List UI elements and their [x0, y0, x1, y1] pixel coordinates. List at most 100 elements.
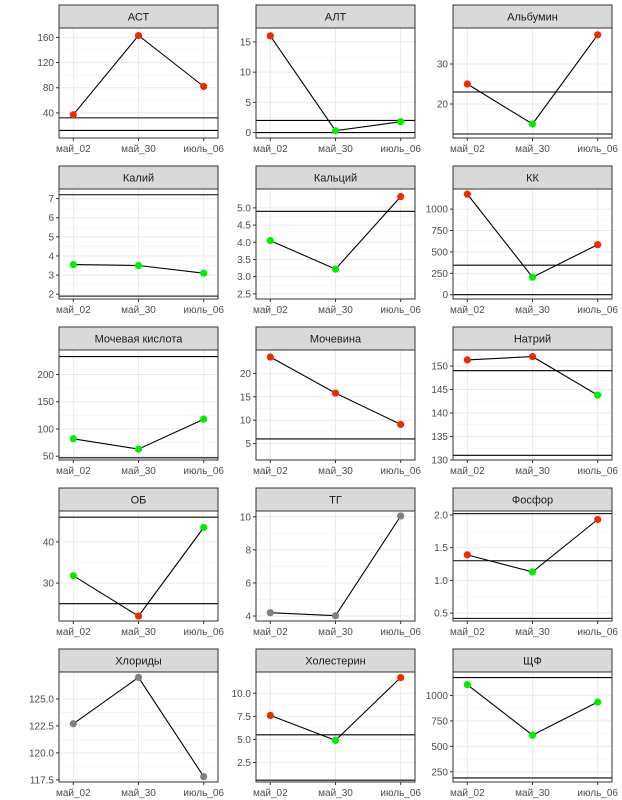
- y-tick-label: 2: [48, 290, 54, 301]
- data-point: [331, 127, 340, 135]
- x-tick-label: май_30: [121, 788, 156, 799]
- x-tick-label: май_02: [56, 466, 91, 477]
- data-point: [331, 389, 340, 397]
- y-tick-label: 117.5: [30, 775, 55, 786]
- x-tick-label: май_30: [121, 144, 156, 155]
- data-point: [594, 391, 602, 399]
- x-tick-label: июль_06: [380, 466, 421, 477]
- data-point: [594, 31, 602, 39]
- x-tick-label: июль_06: [577, 466, 618, 477]
- y-tick-label: 10: [240, 68, 252, 79]
- x-tick-label: май_02: [253, 627, 288, 638]
- y-tick-label: 5: [245, 439, 251, 450]
- y-tick-label: 30: [437, 60, 449, 71]
- y-tick-label: 120.0: [29, 748, 54, 759]
- data-point: [200, 523, 208, 532]
- y-tick-label: 4: [245, 612, 251, 623]
- data-point: [69, 720, 77, 728]
- data-point: [331, 265, 340, 273]
- data-point: [134, 261, 143, 270]
- facet-title: Мочевая кислота: [95, 334, 184, 346]
- y-tick-label: 15: [240, 392, 252, 403]
- y-tick-label: 122.5: [29, 721, 54, 732]
- y-tick-label: 8: [245, 545, 251, 556]
- y-tick-label: 7.5: [237, 712, 251, 723]
- y-tick-label: 10: [240, 416, 252, 427]
- y-tick-label: 120: [37, 58, 54, 69]
- x-tick-label: май_30: [121, 466, 156, 477]
- facet-panel: Фосфор 0.5 1.0 1.5 2.0 май_02 май_30 июль_06: [434, 487, 618, 638]
- y-tick-label: 135: [431, 432, 448, 443]
- panel-border: [452, 27, 613, 139]
- data-point: [463, 356, 471, 364]
- facet-panel: Мочевина 5 10 15 20 май_02 май_30 июль_06: [240, 326, 421, 477]
- x-tick-label: май_02: [253, 305, 288, 316]
- x-tick-label: май_02: [56, 788, 91, 799]
- data-point: [69, 435, 77, 443]
- y-tick-label: 3.5: [237, 255, 251, 266]
- facet-panel: Альбумин 20 30 май_02 май_30 июль_06: [437, 4, 618, 155]
- data-point: [528, 273, 537, 281]
- facet-panel: АЛТ 0 5 10 15 май_02 май_30 июль_06: [240, 4, 421, 155]
- y-tick-label: 4: [48, 251, 54, 262]
- data-point: [134, 673, 143, 681]
- data-point: [266, 32, 274, 40]
- data-point: [397, 512, 405, 520]
- facet-panel: Хлориды 117.5 120.0 122.5 125.0 май_02 май_30 и…: [29, 648, 224, 799]
- facet-title: Кальций: [314, 173, 357, 185]
- facet-panel: АСТ 40 80 120 160 май_02 май_30 июль_06: [37, 4, 224, 155]
- y-tick-label: 50: [43, 452, 55, 463]
- facet-title: Мочевина: [310, 334, 362, 346]
- x-tick-label: май_30: [121, 305, 156, 316]
- facet-title: Калий: [123, 173, 154, 185]
- panel-border: [452, 349, 613, 461]
- facet-panel: КК 0 250 500 750 1000 май_02 май_30 июль_06: [426, 165, 618, 316]
- data-point: [266, 609, 274, 617]
- x-tick-label: май_02: [450, 305, 485, 316]
- x-tick-label: июль_06: [577, 788, 618, 799]
- panel-border: [58, 349, 219, 461]
- panel-border: [255, 671, 416, 783]
- x-tick-label: май_02: [56, 305, 91, 316]
- data-point: [69, 260, 77, 269]
- y-tick-label: 5.0: [237, 735, 251, 746]
- x-tick-label: май_30: [515, 627, 550, 638]
- panel-border: [58, 510, 219, 622]
- y-tick-label: 750: [431, 716, 448, 727]
- x-tick-label: май_30: [318, 305, 353, 316]
- facet-title: ТГ: [329, 495, 342, 507]
- y-tick-label: 3.0: [237, 272, 251, 283]
- y-tick-label: 150: [431, 361, 448, 372]
- facet-title: ОБ: [131, 495, 147, 507]
- x-tick-label: май_02: [253, 788, 288, 799]
- x-tick-label: май_02: [450, 144, 485, 155]
- facet-panel: Калий 2 3 4 5 6 7 май_02 май_30 июль_06: [48, 165, 224, 316]
- x-tick-label: июль_06: [380, 627, 421, 638]
- y-tick-label: 0: [442, 290, 448, 301]
- x-tick-label: июль_06: [577, 627, 618, 638]
- x-tick-label: май_30: [515, 788, 550, 799]
- facet-panel: ТГ 4 6 8 10 май_02 май_30 июль_06: [240, 487, 421, 638]
- y-tick-label: 20: [240, 369, 252, 380]
- y-tick-label: 3: [48, 271, 54, 282]
- x-tick-label: июль_06: [380, 305, 421, 316]
- x-tick-label: июль_06: [380, 788, 421, 799]
- y-tick-label: 160: [37, 33, 54, 44]
- data-point: [397, 673, 405, 682]
- facet-title: Альбумин: [507, 12, 558, 24]
- data-point: [331, 612, 340, 620]
- y-tick-label: 6: [48, 213, 54, 224]
- panel-border: [58, 671, 219, 783]
- y-tick-label: 30: [43, 579, 55, 590]
- y-tick-label: 250: [431, 767, 448, 778]
- y-tick-label: 130: [431, 456, 448, 467]
- facet-title: Хлориды: [115, 656, 162, 668]
- x-tick-label: июль_06: [183, 627, 224, 638]
- x-tick-label: июль_06: [183, 305, 224, 316]
- x-tick-label: июль_06: [577, 144, 618, 155]
- data-point: [463, 190, 471, 198]
- x-tick-label: июль_06: [183, 788, 224, 799]
- panel-border: [255, 510, 416, 622]
- panel-border: [255, 188, 416, 300]
